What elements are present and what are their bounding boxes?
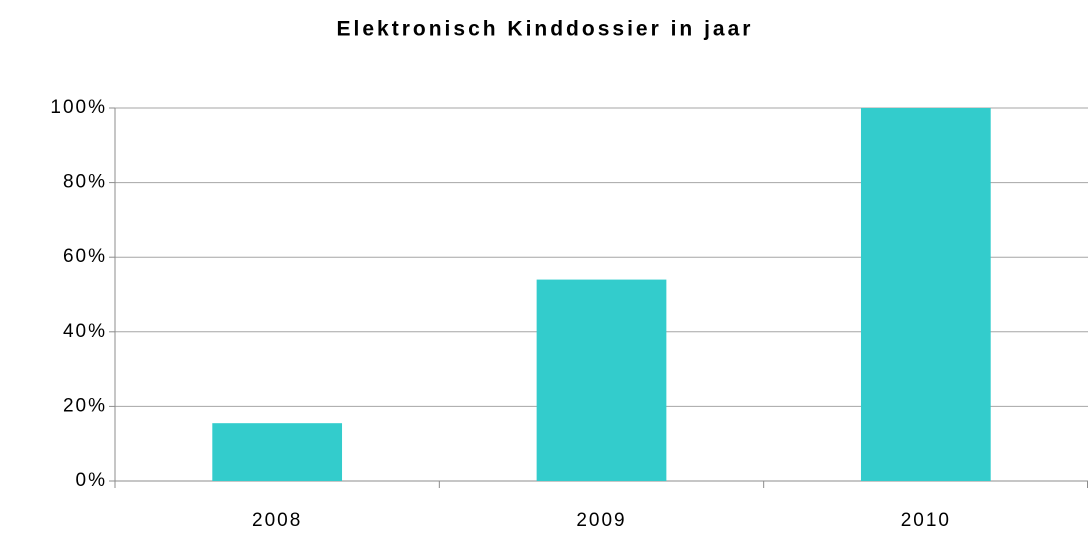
bar [860,108,991,481]
y-tick-label: 20% [63,395,107,416]
x-tick-label: 2010 [901,510,951,531]
x-tick-label: 2008 [252,510,302,531]
chart-title: Elektronisch Kinddossier in jaar [337,18,754,41]
y-tick-label: 100% [50,97,107,118]
x-tick-label: 2009 [576,510,626,531]
y-tick-label: 60% [63,246,107,267]
bar [536,279,667,481]
y-tick-label: 40% [63,321,107,342]
y-tick-label: 0% [76,470,107,491]
y-tick-label: 80% [63,172,107,193]
bar [212,423,343,481]
